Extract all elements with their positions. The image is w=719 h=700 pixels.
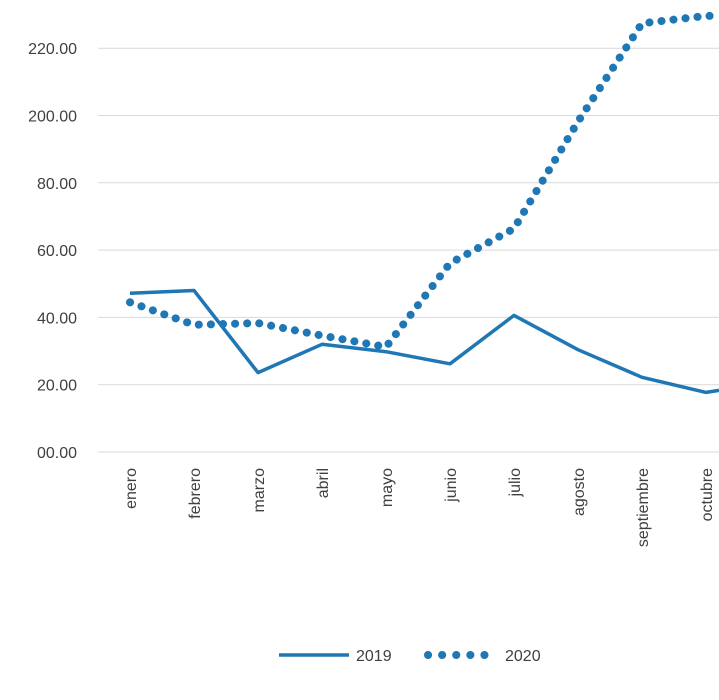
- y-tick-label: 80.00: [37, 176, 77, 193]
- x-tick-label: julio: [507, 468, 524, 498]
- legend: 2019 2020: [279, 648, 541, 665]
- x-tick-label: mayo: [379, 468, 396, 507]
- y-axis-ticks: 00.00 20.00 40.00 60.00 80.00 200.00 220.00: [28, 41, 77, 462]
- y-tick-label: 200.00: [28, 109, 77, 126]
- y-tick-label: 00.00: [37, 445, 77, 462]
- x-axis-ticks: enero febrero marzo abril mayo junio julio agos…: [123, 468, 716, 547]
- x-tick-label: febrero: [187, 468, 204, 519]
- series-line-2020: [126, 11, 719, 351]
- x-tick-label: marzo: [251, 468, 268, 513]
- legend-label: 2020: [505, 648, 541, 665]
- legend-label: 2019: [356, 648, 392, 665]
- x-tick-label: abril: [315, 468, 332, 498]
- series-lines: [126, 11, 719, 395]
- y-tick-label: 20.00: [37, 378, 77, 395]
- y-tick-label: 60.00: [37, 243, 77, 260]
- x-tick-label: enero: [123, 468, 140, 509]
- series-line-2019: [129, 288, 719, 395]
- x-tick-label: septiembre: [635, 468, 652, 547]
- x-tick-label: octubre: [699, 468, 716, 521]
- y-tick-label: 220.00: [28, 41, 77, 58]
- gridlines: [98, 47, 719, 453]
- x-tick-label: agosto: [571, 468, 588, 516]
- x-tick-label: junio: [443, 468, 460, 503]
- y-tick-label: 40.00: [37, 310, 77, 327]
